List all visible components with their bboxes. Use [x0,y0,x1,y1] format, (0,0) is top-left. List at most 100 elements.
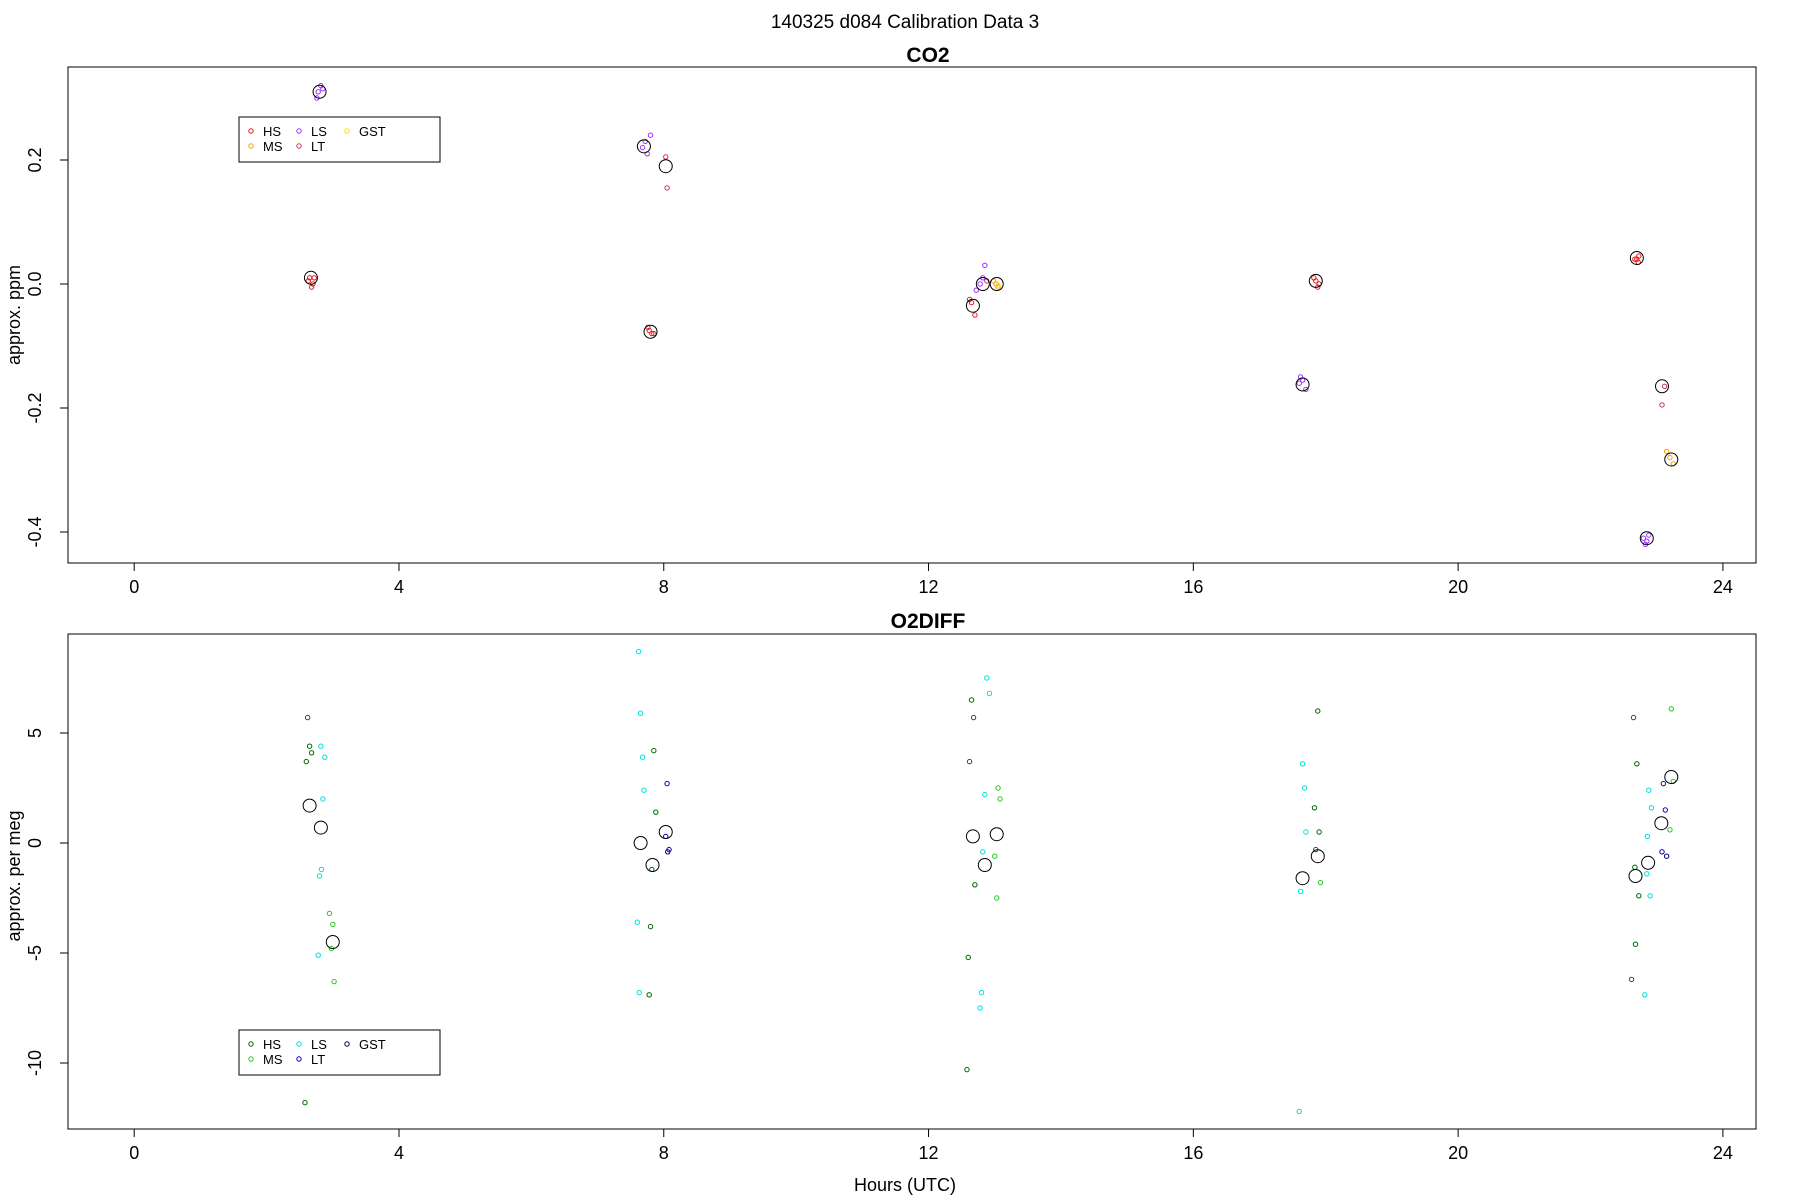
o2diff-point-hs [972,882,978,888]
o2diff-x-tick-label: 20 [1448,1143,1468,1163]
o2diff-point-hs [1636,893,1642,899]
o2diff-mean-marker [1654,816,1669,831]
o2diff-x-axis: 0 4 8 12 16 20 24 [129,1128,1733,1163]
o2diff-point-ls [318,866,325,873]
o2diff-point-ms [995,785,1001,791]
o2diff-legend-label-gst: GST [359,1037,386,1052]
co2-point-hs [1311,275,1317,281]
o2diff-legend-marker-ls [296,1041,302,1047]
o2diff-point-ls [1644,833,1651,840]
o2diff-point-ls [986,690,993,697]
o2diff-y-tick-label: 5 [25,728,45,738]
co2-point-ls [1303,386,1309,393]
co2-x-tick-label: 12 [919,577,939,597]
co2-legend-label-ls: LS [311,124,327,139]
o2diff-y-axis-label: approx. per meg [4,810,24,941]
o2diff-point-hs [1630,714,1637,721]
o2diff-point-ls [641,787,647,793]
o2diff-point-hs [1632,941,1639,947]
figure-supertitle: 140325 d084 Calibration Data 3 [771,12,1039,33]
o2diff-y-tick-label: -5 [25,945,45,961]
co2-mean-marker [636,139,651,154]
o2diff-y-tick-label: 0 [25,838,45,848]
co2-point-ls [973,287,979,293]
o2diff-point-hs [965,954,971,961]
o2diff-point-hs [1311,805,1318,811]
co2-x-tick-label: 4 [394,577,404,597]
o2diff-mean-marker [633,836,648,850]
co2-legend-label-lt: LT [311,139,325,154]
o2diff-mean-marker [1295,871,1310,886]
co2-point-gst [995,282,1001,288]
co2-y-axis-label: approx. ppm [4,265,24,365]
o2diff-panel: O2DIFF approx. per meg Hours (UTC) 0 4 8 12… [4,610,1757,1195]
o2diff-legend-marker-lt [296,1056,302,1062]
o2diff-legend-label-hs: HS [263,1037,281,1052]
o2diff-x-tick-label: 8 [659,1143,669,1163]
co2-mean-marker [303,270,318,285]
co2-legend-marker-hs [248,128,254,134]
o2diff-mean-marker [658,825,673,839]
o2diff-legend-box [238,1029,441,1076]
o2diff-point-ls [636,989,642,996]
co2-legend-marker-gst [344,128,350,134]
o2diff-legend-label-lt: LT [311,1052,325,1067]
o2diff-point-ms [992,853,998,859]
o2diff-point-ls [639,754,646,760]
co2-y-tick-label: -0.2 [25,392,45,423]
co2-point-ls [1640,535,1647,541]
o2diff-point-hs [653,809,659,815]
o2diff-x-axis-label: Hours (UTC) [854,1175,956,1195]
co2-point-ls [1646,532,1652,538]
co2-point-ls [1296,380,1302,386]
co2-legend-box [238,116,441,163]
o2diff-mean-marker [965,829,980,844]
o2diff-mean-marker [313,820,328,835]
o2diff-legend-marker-ms [248,1056,254,1062]
o2diff-point-hs [651,747,657,754]
o2diff-point-ms [1668,706,1674,712]
o2diff-point-ls [1644,871,1650,877]
co2-y-tick-label: -0.4 [25,516,45,547]
o2diff-mean-marker [645,858,660,872]
o2diff-mean-marker [989,827,1004,842]
o2diff-point-ls [1647,893,1653,899]
o2diff-point-hs [304,714,311,721]
o2diff-point-ls [322,754,328,760]
co2-y-tick-label: 0.0 [25,271,45,296]
o2diff-point-hs [308,750,315,756]
o2diff-x-tick-label: 0 [129,1143,139,1163]
o2diff-point-hs [966,758,973,765]
co2-legend-marker-ms [248,143,254,149]
co2-point-hs [305,278,311,284]
o2diff-point-hs [1628,976,1635,983]
co2-point-ls [647,132,654,138]
o2diff-mean-marker [325,935,340,949]
o2diff-point-hs [970,714,977,721]
o2diff-y-tick-label: -10 [25,1050,45,1076]
co2-point-hs [651,330,657,337]
o2diff-point-ls [982,791,988,798]
o2diff-point-lt [1660,780,1667,787]
o2diff-point-ls [1646,787,1652,793]
co2-point-lt [664,185,670,191]
co2-mean-marker [1308,273,1323,288]
co2-point-ls [639,144,646,151]
co2-legend-marker-lt [296,143,302,149]
o2diff-point-ls [978,989,985,996]
o2diff-point-ls [1301,785,1308,791]
co2-point-hs [646,327,652,334]
o2diff-point-ms [994,895,1000,901]
co2-data-points [303,82,1679,548]
co2-point-hs [308,284,315,290]
co2-mean-marker [1655,379,1670,394]
o2diff-point-ls [1299,761,1306,767]
co2-mean-marker [312,84,327,99]
co2-point-hs [311,275,317,281]
co2-legend-label-ms: MS [263,139,283,154]
o2diff-legend-label-ls: LS [311,1037,327,1052]
o2diff-point-hs [306,743,313,749]
co2-point-hs [1632,256,1638,262]
o2diff-point-hs [646,992,652,998]
